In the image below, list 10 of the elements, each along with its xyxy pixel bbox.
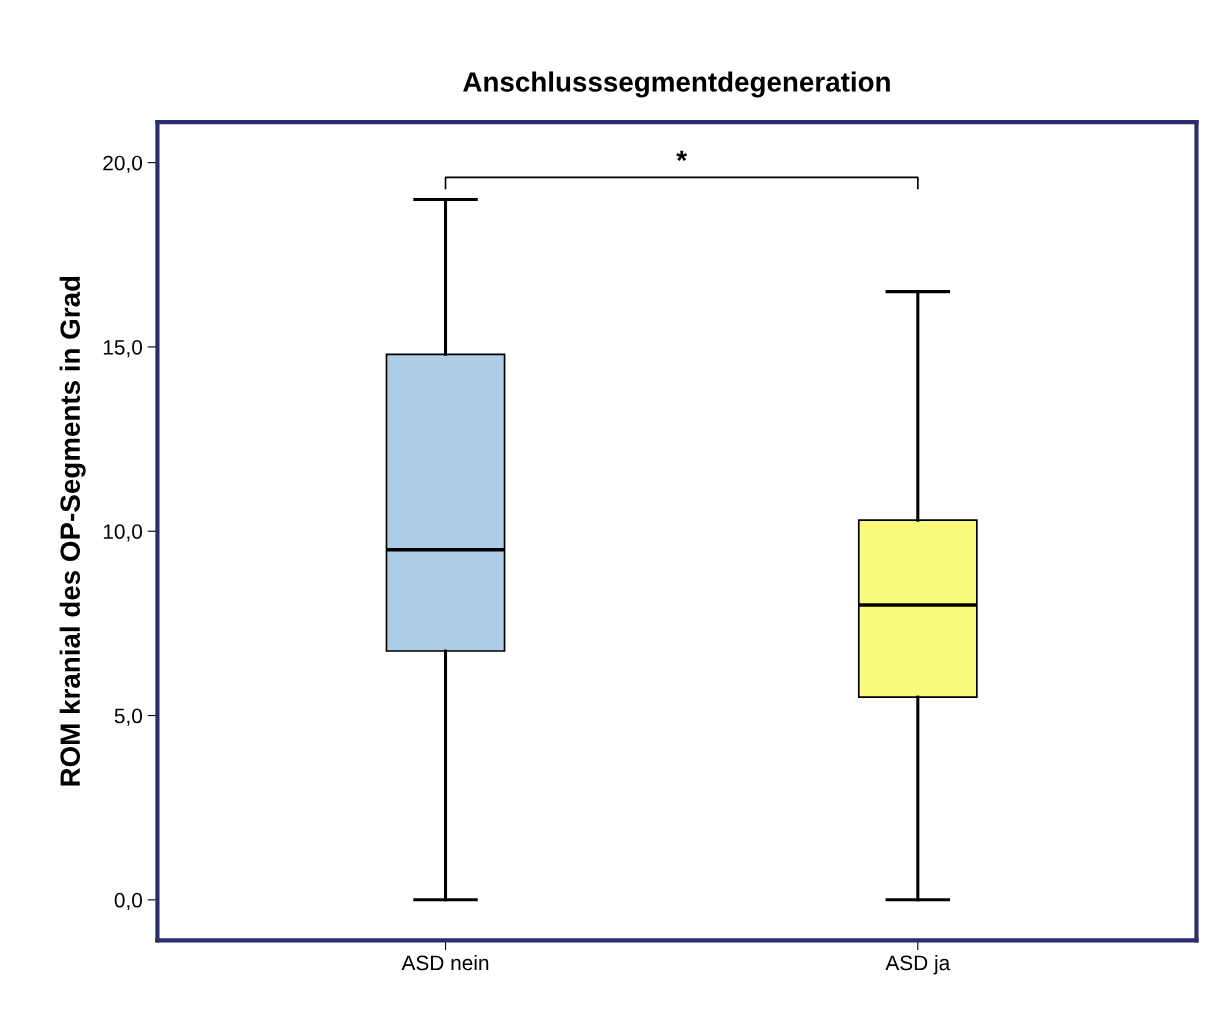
- y-tick-label: 20,0: [103, 155, 143, 173]
- x-tick-label: ASD nein: [401, 954, 489, 971]
- x-tick-label: ASD ja: [885, 954, 951, 975]
- y-tick-label: 15,0: [103, 339, 143, 358]
- y-tick-label: 0,0: [114, 892, 143, 911]
- annotation: *: [676, 150, 688, 161]
- y-axis-title: ROM kranial des OP-Segments in Grad: [59, 276, 86, 786]
- y-tick-label: 5,0: [114, 708, 143, 726]
- y-tick-label: 10,0: [103, 524, 143, 542]
- chart-title: Anschlusssegmentdegeneration: [463, 71, 890, 98]
